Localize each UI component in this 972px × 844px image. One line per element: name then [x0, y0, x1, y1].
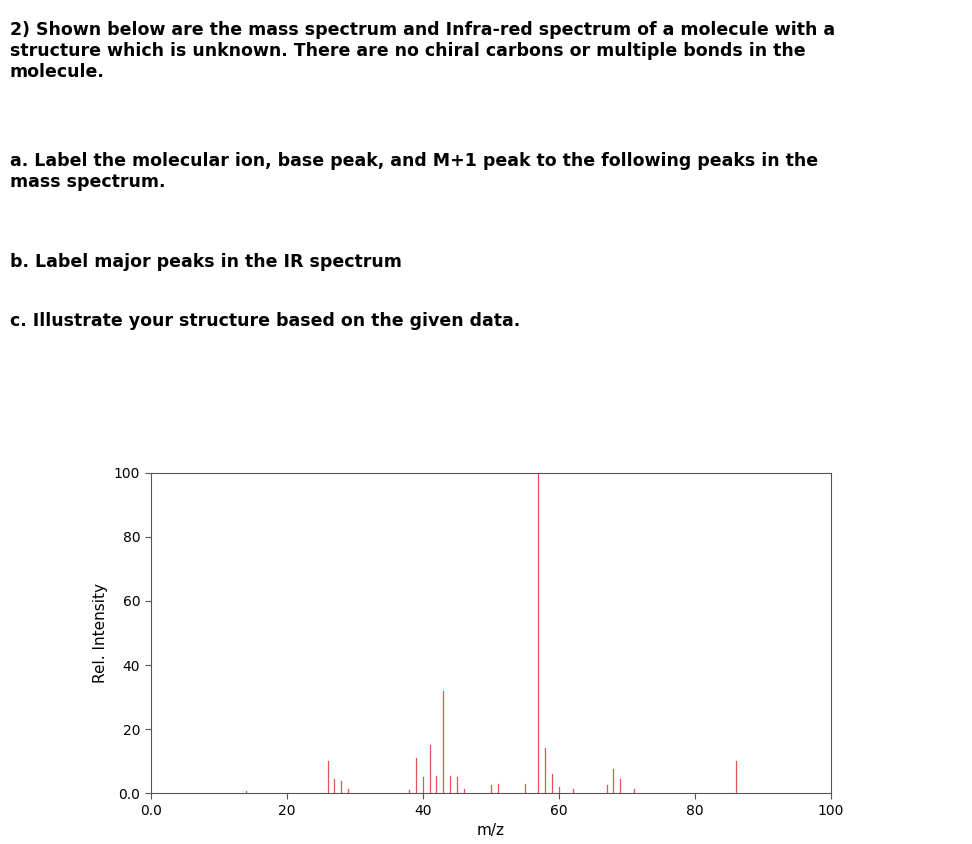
Text: c. Illustrate your structure based on the given data.: c. Illustrate your structure based on th…: [10, 312, 520, 330]
Text: 2) Shown below are the mass spectrum and Infra-red spectrum of a molecule with a: 2) Shown below are the mass spectrum and…: [10, 21, 835, 81]
Text: a. Label the molecular ion, base peak, and M+1 peak to the following peaks in th: a. Label the molecular ion, base peak, a…: [10, 152, 817, 191]
X-axis label: m/z: m/z: [477, 824, 504, 838]
Text: b. Label major peaks in the IR spectrum: b. Label major peaks in the IR spectrum: [10, 253, 401, 271]
Y-axis label: Rel. Intensity: Rel. Intensity: [93, 583, 108, 683]
